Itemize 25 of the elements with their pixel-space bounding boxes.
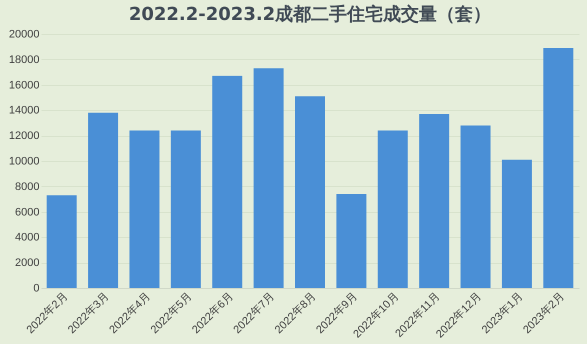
y-tick-label: 20000: [8, 28, 40, 40]
bar: [543, 48, 574, 288]
bar: [460, 125, 491, 288]
y-tick-label: 4000: [15, 232, 40, 244]
bar: [419, 114, 450, 288]
y-tick-label: 0: [33, 282, 40, 294]
bar: [129, 130, 160, 288]
y-tick-label: 18000: [8, 54, 40, 66]
y-tick-label: 16000: [8, 79, 40, 92]
y-tick-label: 2000: [15, 257, 40, 270]
bar: [295, 96, 325, 288]
y-tick-label: 12000: [8, 130, 40, 142]
bar: [254, 68, 284, 288]
y-tick-label: 10000: [8, 156, 40, 168]
y-tick-label: 6000: [15, 206, 40, 218]
bar: [336, 194, 366, 288]
bar: [88, 112, 118, 288]
bar: [212, 76, 242, 288]
bar: [378, 130, 408, 288]
bar: [170, 130, 201, 288]
bar: [46, 195, 77, 288]
y-tick-label: 14000: [8, 104, 40, 117]
chart-title: 2022.2-2023.2成都二手住宅成交量（套）: [128, 4, 492, 25]
y-tick-label: 8000: [15, 180, 40, 193]
bar: [502, 160, 532, 288]
